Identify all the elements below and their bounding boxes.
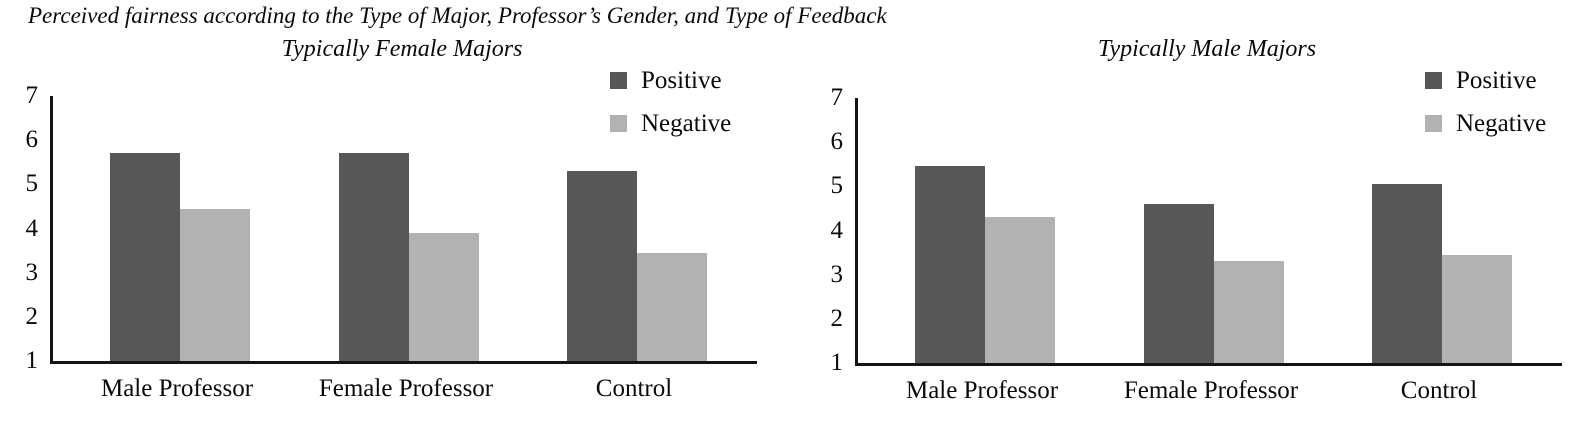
y-tick-label: 3 [25,258,39,286]
positive-series-swatch [610,72,627,89]
legend-item-negative: Negative [1425,111,1546,136]
bar-negative-female-professor [1214,261,1284,363]
bar-positive-control [1372,184,1442,363]
bar-negative-male-professor [180,208,250,361]
x-axis-label: Control [1400,377,1478,404]
y-tick-label: 1 [25,347,39,374]
y-tick-label: 3 [830,260,844,288]
negative-series-swatch [610,115,627,132]
bar-negative-control [637,252,707,361]
chart-subtitle: Typically Female Majors [281,36,523,62]
y-tick-label: 5 [25,170,39,198]
x-axis-label: Female Professor [318,375,494,402]
negative-series-swatch [1425,115,1442,132]
x-axis-label: Male Professor [100,375,254,402]
bar-positive-control [567,171,637,361]
legend-item-positive: Positive [1425,68,1546,93]
legend-label-positive: Positive [1456,67,1537,94]
legend-label-negative: Negative [1456,110,1547,137]
chart-subtitle: Typically Male Majors [1097,36,1317,62]
plot-area [50,96,757,364]
x-axis-label: Control [595,375,673,402]
y-tick-label: 6 [25,126,39,154]
y-axis: 7 6 5 4 3 2 1 [0,82,39,374]
bar-group-control [1372,184,1512,363]
legend-item-negative: Negative [610,111,731,136]
y-tick-label: 4 [830,216,844,244]
x-axis-label: Male Professor [905,377,1059,404]
legend: Positive Negative [1425,68,1546,136]
legend: Positive Negative [610,68,731,136]
bar-positive-male-professor [915,166,985,363]
bar-group-male-professor [110,153,250,361]
y-tick-label: 7 [25,82,39,109]
bar-group-female-professor [339,153,479,361]
positive-series-swatch [1425,72,1442,89]
y-tick-label: 6 [830,128,844,156]
bar-group-female-professor [1144,204,1284,363]
bar-group-male-professor [915,166,1055,363]
y-tick-label: 7 [830,84,844,111]
y-tick-label: 2 [25,302,39,330]
bar-positive-female-professor [339,153,409,361]
bar-positive-male-professor [110,153,180,361]
x-axis: Male Professor Female Professor Control [855,377,1559,411]
bar-negative-female-professor [409,232,479,361]
y-tick-label: 4 [25,214,39,242]
figure-title: Perceived fairness according to the Type… [28,3,887,28]
y-tick-label: 1 [830,349,844,376]
x-axis-label: Female Professor [1123,377,1299,404]
bar-group-control [567,171,707,361]
bar-negative-control [1442,254,1512,363]
plot-area [855,98,1562,366]
y-axis: 7 6 5 4 3 2 1 [792,84,844,376]
legend-label-positive: Positive [641,67,722,94]
chart-panel-male-majors: Typically Male Majors Positive Negative … [792,0,1584,428]
x-axis: Male Professor Female Professor Control [50,375,754,409]
bar-positive-female-professor [1144,204,1214,363]
legend-label-negative: Negative [641,110,732,137]
chart-panel-female-majors: Typically Female Majors Positive Negativ… [0,36,757,409]
bar-negative-male-professor [985,217,1055,363]
legend-item-positive: Positive [610,68,731,93]
y-tick-label: 2 [830,304,844,332]
y-tick-label: 5 [830,172,844,200]
